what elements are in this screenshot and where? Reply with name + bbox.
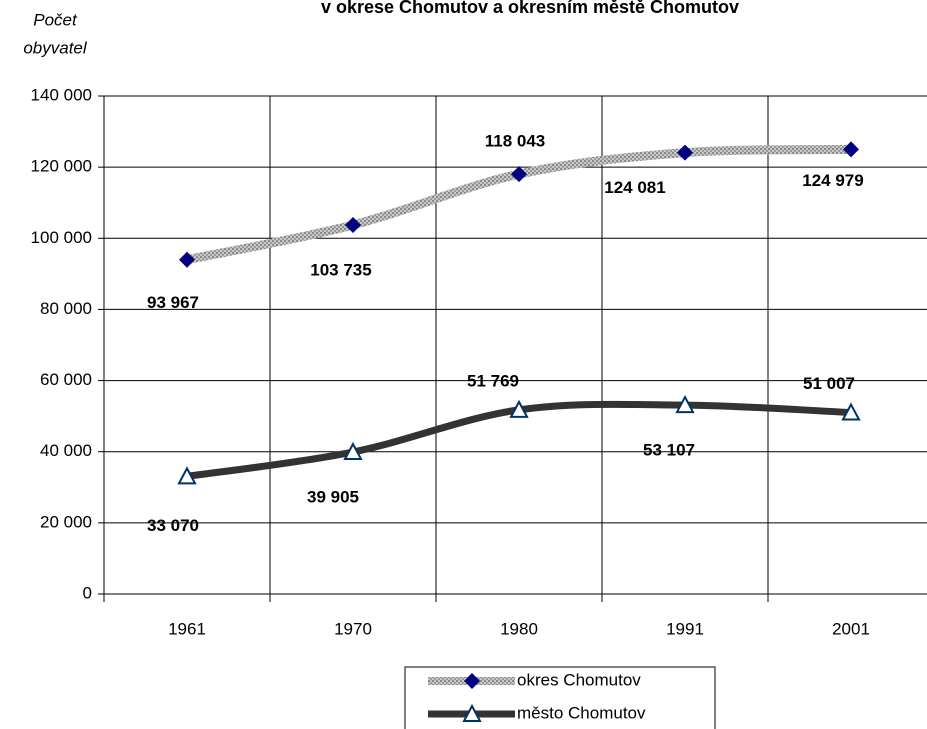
value-label: 93 967 <box>147 293 199 312</box>
chart-title: v okrese Chomutov a okresním městě Chomu… <box>321 0 739 17</box>
x-tick-label: 1970 <box>334 619 372 638</box>
y-tick-label: 20 000 <box>40 512 92 531</box>
value-label: 51 007 <box>803 374 855 393</box>
y-tick-label: 40 000 <box>40 441 92 460</box>
x-tick-label: 1991 <box>666 619 704 638</box>
data-point <box>841 402 861 421</box>
y-tick-label: 60 000 <box>40 370 92 389</box>
x-tick-label: 1961 <box>168 619 206 638</box>
data-point <box>177 466 197 485</box>
data-point <box>675 394 695 414</box>
legend-marker <box>464 673 480 689</box>
legend-marker <box>462 703 482 722</box>
y-axis-label: Počet <box>33 10 78 29</box>
data-point <box>179 251 195 268</box>
x-tick-label: 2001 <box>832 619 870 638</box>
value-label: 118 043 <box>485 132 546 151</box>
y-tick-label: 120 000 <box>31 157 92 176</box>
value-label: 124 081 <box>604 178 665 197</box>
series-line <box>182 144 856 265</box>
y-tick-label: 100 000 <box>31 228 92 247</box>
data-point <box>509 399 529 418</box>
value-label: 53 107 <box>643 441 695 460</box>
data-point <box>343 441 363 461</box>
data-point <box>511 166 527 183</box>
data-point <box>677 144 693 161</box>
y-tick-label: 80 000 <box>40 299 92 318</box>
legend-label: město Chomutov <box>517 703 646 722</box>
data-point <box>843 141 859 158</box>
value-label: 124 979 <box>802 171 863 190</box>
value-label: 51 769 <box>467 371 519 390</box>
value-label: 33 070 <box>147 516 199 535</box>
legend-label: okres Chomutov <box>517 670 641 689</box>
value-label: 39 905 <box>307 488 359 507</box>
value-label: 103 735 <box>310 260 371 279</box>
data-point <box>345 216 361 233</box>
y-tick-label: 0 <box>83 583 92 602</box>
x-tick-label: 1980 <box>500 619 538 638</box>
y-tick-label: 140 000 <box>31 85 92 104</box>
y-axis-label: obyvatel <box>23 38 88 57</box>
